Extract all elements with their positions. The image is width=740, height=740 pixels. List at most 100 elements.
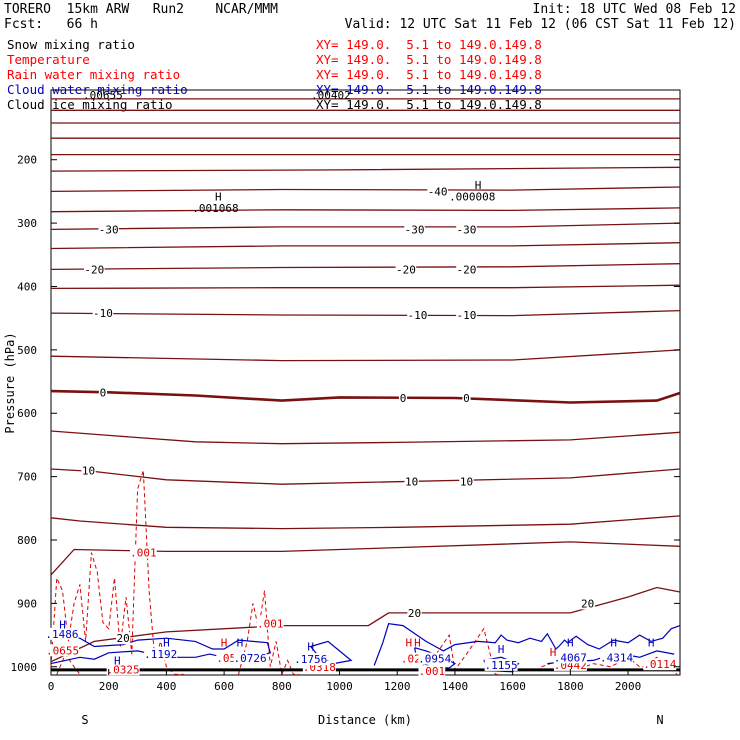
isotherm-label-bg xyxy=(98,386,108,399)
isotherm-label: 20 xyxy=(581,597,594,610)
isotherm-label-bg xyxy=(456,309,477,321)
isotherm-label-bg xyxy=(456,223,477,236)
high-marker: H xyxy=(648,637,655,650)
temperature-isotherm xyxy=(50,389,681,404)
y-tick-label: 900 xyxy=(17,597,37,610)
cloud-ice-label: .00402 xyxy=(311,89,351,102)
cloud-water-label: .1756 xyxy=(294,653,327,666)
high-marker: H xyxy=(221,637,228,650)
cloud-water-label-bg xyxy=(553,651,587,664)
isotherm-label: 20 xyxy=(117,632,130,645)
cloud-water-label-bg xyxy=(600,651,634,664)
high-marker: H xyxy=(567,637,574,650)
isotherm-label: 10 xyxy=(460,476,473,489)
header-right-2: Valid: 12 UTC Sat 11 Feb 12 (06 CST Sat … xyxy=(344,17,736,32)
y-tick-label: 1000 xyxy=(11,661,38,674)
isotherm-label: -20 xyxy=(396,263,416,276)
isotherm-label: -10 xyxy=(93,307,113,320)
cloud-water-contour xyxy=(50,637,272,665)
isotherm-label-bg xyxy=(398,392,408,405)
isotherm-label: 10 xyxy=(405,476,418,489)
high-marker: H xyxy=(475,179,482,192)
high-marker: H xyxy=(307,640,314,653)
rain-label: .0114 xyxy=(643,658,676,671)
cloud-water-label: .0726 xyxy=(234,652,267,665)
temperature-isotherm xyxy=(50,242,681,250)
high-marker: H xyxy=(237,637,244,650)
isotherm-label: -40 xyxy=(428,185,448,198)
isotherm-label-bg xyxy=(92,307,114,320)
high-marker: H xyxy=(215,190,222,203)
rain-label-bg xyxy=(129,546,157,559)
x-tick-label: 400 xyxy=(156,680,176,693)
x-tick-label: 1200 xyxy=(384,680,411,693)
isotherm-label: 0 xyxy=(400,392,407,405)
isotherm-label-bg xyxy=(459,475,474,488)
temperature-isotherm xyxy=(50,586,681,663)
temperature-isotherm xyxy=(50,430,681,445)
header-left-2: Fcst: 66 h xyxy=(4,17,98,32)
rain-contour xyxy=(238,590,300,677)
x-tick-label: 200 xyxy=(99,680,119,693)
rain-label-bg xyxy=(106,663,140,676)
high-marker: H xyxy=(498,643,505,656)
isotherm-label: -10 xyxy=(407,309,427,322)
cloud-ice-label: .00655 xyxy=(83,89,123,102)
temperature-isotherm xyxy=(50,541,681,576)
temperature-isotherm xyxy=(50,263,681,271)
cloud-ice-label: .001068 xyxy=(192,202,238,215)
x-tick-label: 600 xyxy=(214,680,234,693)
cloud-water-label-bg xyxy=(484,658,518,671)
cloud-water-label: .1486 xyxy=(45,628,78,641)
header-right-1: Init: 18 UTC Wed 08 Feb 12 xyxy=(532,2,737,17)
high-marker: H xyxy=(550,646,557,659)
legend-label: Cloud ice mixing ratio xyxy=(7,97,173,112)
high-marker: H xyxy=(59,618,66,631)
end-label-north: N xyxy=(656,713,663,727)
isotherm-label: 10 xyxy=(82,464,95,477)
isotherm-label-bg xyxy=(407,606,422,619)
isotherm-label-bg xyxy=(407,309,428,321)
cloud-water-label-bg xyxy=(144,648,178,661)
temperature-isotherm xyxy=(50,515,681,530)
isotherm-label: -10 xyxy=(457,309,477,322)
isotherm-label: -20 xyxy=(457,263,477,276)
legend-label: Temperature xyxy=(7,52,90,67)
temperature-isotherm xyxy=(50,468,681,485)
y-tick-label: 800 xyxy=(17,534,37,547)
cloud-water-label-bg xyxy=(294,653,328,666)
plot-frame xyxy=(50,89,681,676)
x-tick-label: 1400 xyxy=(442,680,469,693)
legend-label: Rain water mixing ratio xyxy=(7,67,181,82)
cloud-water-label-bg xyxy=(45,627,79,640)
cloud-water-contour xyxy=(373,623,681,666)
rain-label: .001 xyxy=(419,665,446,678)
isotherm-label: -20 xyxy=(84,263,104,276)
y-tick-label: 400 xyxy=(17,280,37,293)
rain-label-bg xyxy=(643,658,677,671)
isotherm-label: 20 xyxy=(408,607,421,620)
high-marker: H xyxy=(610,637,617,650)
rain-label: .001 xyxy=(130,547,157,560)
header-left-1: TORERO 15km ARW Run2 NCAR/MMM xyxy=(4,2,278,17)
x-tick-label: 1600 xyxy=(499,680,526,693)
rain-label-bg xyxy=(46,644,80,657)
x-tick-label: 1800 xyxy=(557,680,584,693)
high-marker: H xyxy=(405,637,412,650)
x-tick-label: 1000 xyxy=(326,680,353,693)
legend-xy: XY= 149.0. 5.1 to 149.0.149.8 xyxy=(316,67,542,82)
y-axis-title: Pressure (hPa) xyxy=(3,332,17,433)
cloud-water-label: .1155 xyxy=(485,659,518,672)
isotherm-label-bg xyxy=(395,263,417,276)
y-tick-label: 200 xyxy=(17,154,37,167)
rain-label-bg xyxy=(256,617,284,630)
temperature-isotherm xyxy=(50,166,681,172)
cloud-water-label: .4067 xyxy=(554,651,587,664)
rain-label: .0655 xyxy=(46,644,79,657)
isotherm-label: 0 xyxy=(100,386,107,399)
cloud-water-label-bg xyxy=(418,652,452,665)
cloud-water-label-bg xyxy=(233,651,267,664)
x-tick-label: 800 xyxy=(272,680,292,693)
x-tick-label: 2000 xyxy=(615,680,642,693)
